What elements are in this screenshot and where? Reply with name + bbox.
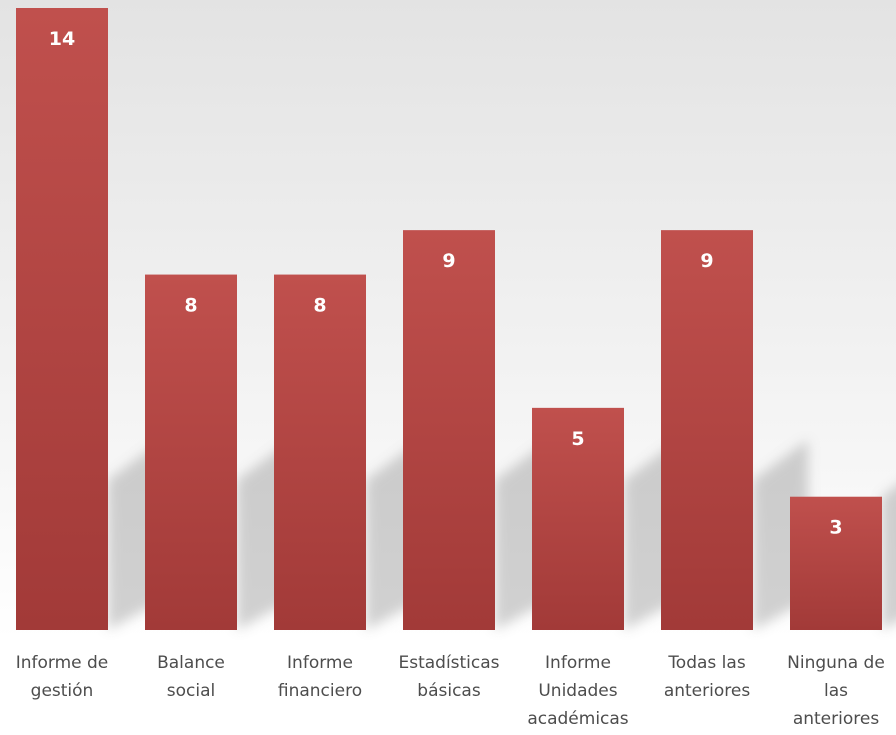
category-labels: Informe de gestión Balance social Informe fin…: [16, 653, 885, 729]
category-label-line: las: [824, 681, 848, 701]
bars: [16, 8, 882, 630]
bar: [274, 274, 366, 630]
bar: [145, 274, 237, 630]
data-label: 8: [313, 295, 326, 317]
category-label: Informe Unidades académicas: [527, 653, 628, 729]
category-label-line: Balance: [157, 653, 225, 673]
category-label-line: Ninguna de: [787, 653, 885, 673]
category-label: Informe financiero: [278, 653, 362, 701]
category-label-line: Todas las: [667, 653, 746, 673]
category-label-line: Informe de: [16, 653, 109, 673]
category-label-line: Unidades: [538, 681, 617, 701]
bar: [532, 407, 624, 630]
data-label: 9: [700, 250, 713, 272]
category-label: Balance social: [157, 653, 225, 701]
category-label: Informe de gestión: [16, 653, 109, 701]
bar: [16, 8, 108, 630]
data-label: 9: [442, 250, 455, 272]
category-label: Ninguna de las anteriores: [787, 653, 885, 729]
category-label-line: académicas: [527, 709, 628, 729]
bar-shadow: [882, 486, 896, 630]
category-label-line: Informe: [287, 653, 353, 673]
category-label: Todas las anteriores: [664, 653, 751, 701]
category-label-line: básicas: [417, 681, 481, 701]
category-label-line: Informe: [545, 653, 611, 673]
category-label-line: Estadísticas: [398, 653, 499, 673]
category-label-line: anteriores: [664, 681, 751, 701]
data-label: 8: [184, 295, 197, 317]
bar: [790, 496, 882, 630]
category-label-line: anteriores: [793, 709, 880, 729]
category-label-line: social: [167, 681, 215, 701]
data-label: 14: [49, 28, 75, 50]
data-label: 5: [571, 428, 584, 450]
data-labels: 14 8 8 9 5 9 3: [49, 28, 843, 539]
category-label: Estadísticas básicas: [398, 653, 499, 701]
bar: [661, 230, 753, 630]
category-label-line: gestión: [31, 681, 94, 701]
category-label-line: financiero: [278, 681, 362, 701]
bar: [403, 230, 495, 630]
data-label: 3: [829, 517, 842, 539]
